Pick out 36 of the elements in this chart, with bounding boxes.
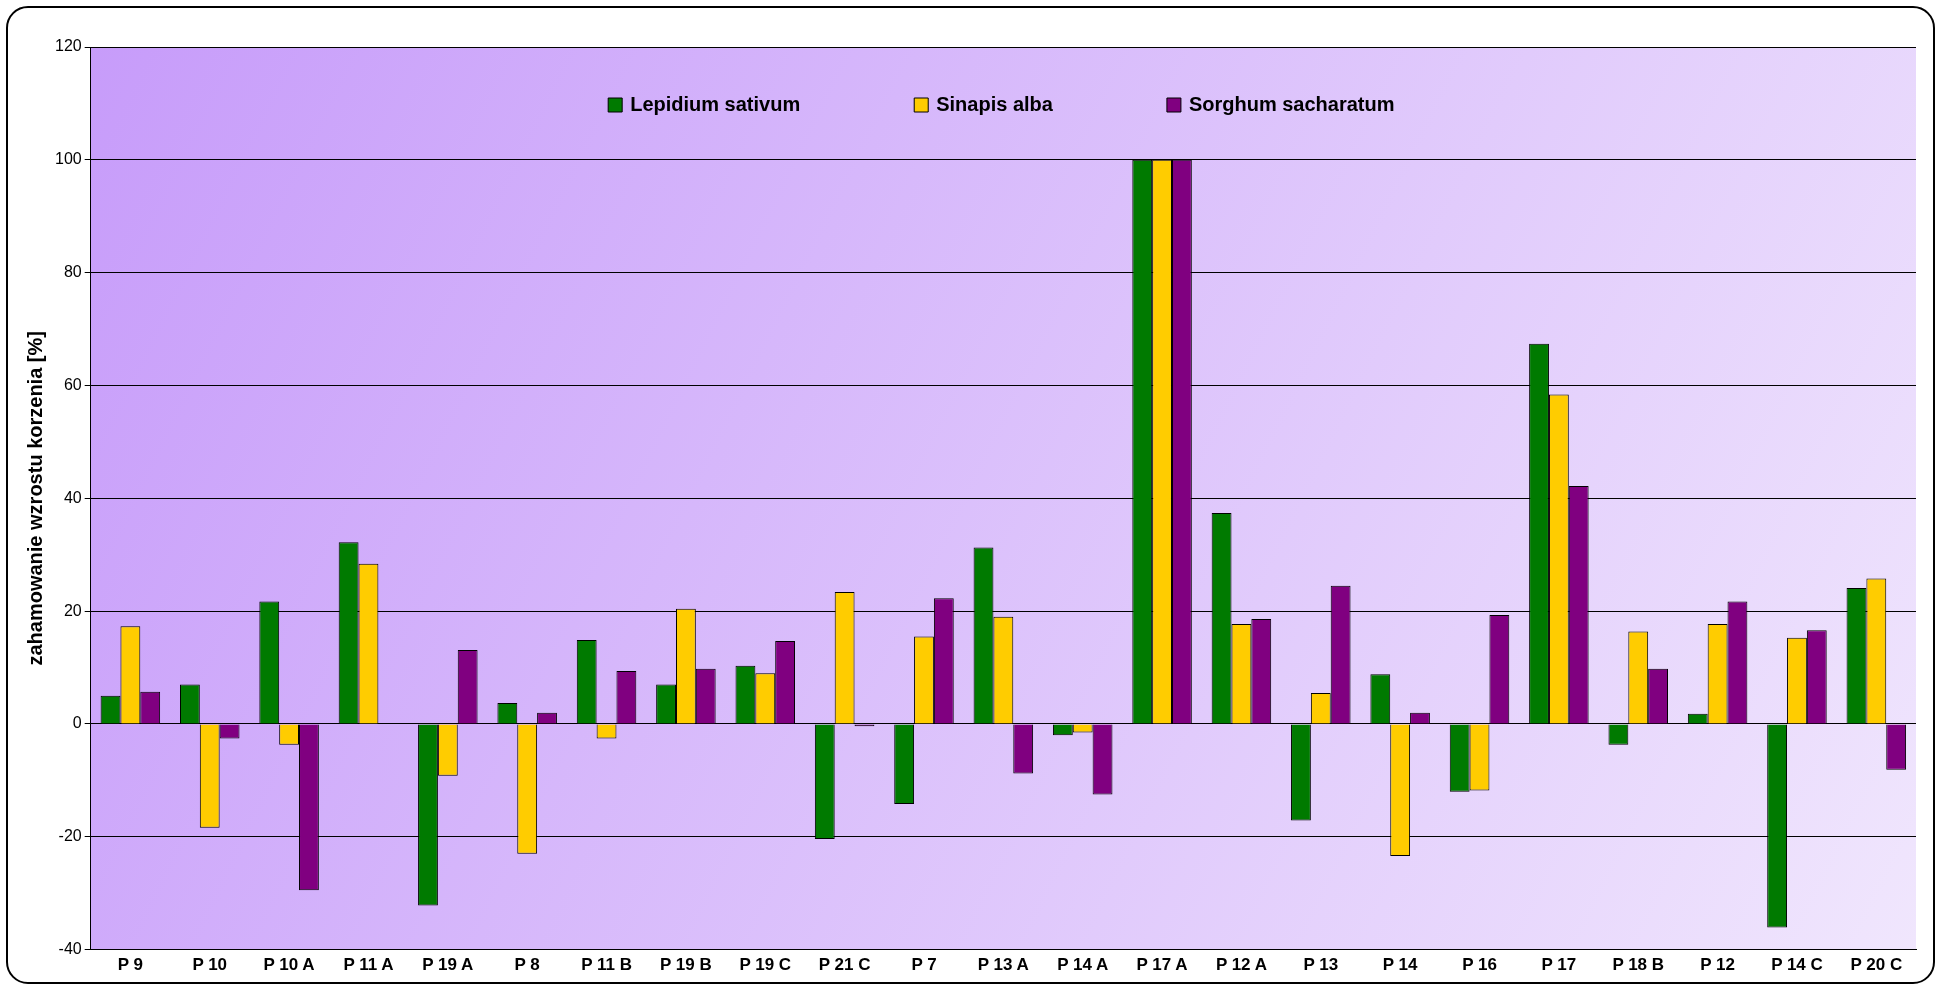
- y-tick-label: 40: [63, 488, 82, 506]
- x-tick-label: P 11 A: [343, 955, 394, 975]
- x-tick-label: P 13: [1303, 955, 1339, 975]
- x-tick-label: P 10: [192, 955, 228, 975]
- x-tick-label: P 14 A: [1057, 955, 1109, 975]
- y-tick-label: 20: [63, 601, 82, 619]
- x-tick-label: P 19 C: [739, 955, 792, 975]
- legend-label: Lepidium sativum: [630, 92, 801, 115]
- x-tick-label: P 19 A: [422, 955, 474, 975]
- y-tick-label: 100: [54, 150, 82, 168]
- x-tick-label: P 12 A: [1215, 955, 1267, 975]
- x-tick-label: P 13 A: [977, 955, 1029, 975]
- x-tick-label: P 14 C: [1771, 955, 1823, 975]
- x-tick-label: P 8: [514, 955, 540, 975]
- y-tick-label: -40: [58, 940, 82, 958]
- x-tick-label: P 9: [117, 955, 143, 975]
- y-tick-label: 60: [63, 375, 82, 393]
- x-tick-label: P 11 B: [581, 955, 632, 975]
- y-tick-label: 120: [54, 37, 82, 55]
- x-tick-label: P 18 B: [1612, 955, 1665, 975]
- x-tick-label: P 20 C: [1850, 955, 1903, 975]
- x-tick-label: P 12: [1700, 955, 1735, 975]
- y-axis-title: zahamowanie wzrostu korzenia [%]: [23, 331, 46, 666]
- x-tick-label: P 17: [1541, 955, 1577, 975]
- x-tick-label: P 17 A: [1136, 955, 1188, 975]
- x-tick-label: P 14: [1382, 955, 1419, 975]
- x-tick-label: P 16: [1462, 955, 1497, 975]
- x-tick-label: P 10 A: [263, 955, 315, 975]
- legend-label: Sorghum sacharatum: [1188, 92, 1395, 115]
- x-tick-label: P 7: [911, 955, 937, 975]
- legend-label: Sinapis alba: [936, 92, 1054, 115]
- x-tick-label: P 19 B: [660, 955, 712, 975]
- x-tick-label: P 21 C: [818, 955, 871, 975]
- y-tick-label: 0: [72, 714, 82, 732]
- y-tick-label: 80: [63, 263, 82, 281]
- y-tick-label: -20: [58, 827, 82, 845]
